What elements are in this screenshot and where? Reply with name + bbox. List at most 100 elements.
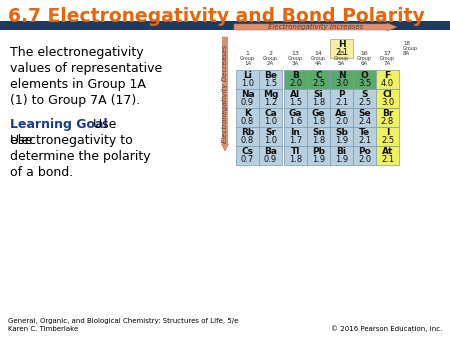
Bar xyxy=(307,127,330,146)
Text: 1.0: 1.0 xyxy=(264,136,277,145)
Text: 2.0: 2.0 xyxy=(289,79,302,88)
Text: K: K xyxy=(244,109,251,118)
Text: determine the polarity: determine the polarity xyxy=(10,150,151,163)
FancyArrow shape xyxy=(221,37,229,151)
Text: 15: 15 xyxy=(338,51,346,56)
Bar xyxy=(284,146,307,165)
Text: values of representative: values of representative xyxy=(10,62,162,75)
Text: Group: Group xyxy=(263,56,278,61)
Text: 1.9: 1.9 xyxy=(335,136,348,145)
Bar xyxy=(259,146,282,165)
Bar xyxy=(259,89,282,108)
Text: 3.5: 3.5 xyxy=(358,79,371,88)
Text: P: P xyxy=(338,90,345,99)
Text: 4A: 4A xyxy=(315,61,322,66)
Text: Ba: Ba xyxy=(264,147,277,156)
Text: 1.5: 1.5 xyxy=(289,98,302,107)
Bar xyxy=(284,108,307,127)
Text: 1.8: 1.8 xyxy=(289,155,302,164)
Text: 1.8: 1.8 xyxy=(312,117,325,126)
Text: O: O xyxy=(360,71,369,80)
Text: The electronegativity: The electronegativity xyxy=(10,46,144,59)
Bar xyxy=(353,70,376,89)
Text: 3.0: 3.0 xyxy=(381,98,394,107)
Text: Cs: Cs xyxy=(242,147,253,156)
Text: In: In xyxy=(291,128,301,137)
Text: 2.5: 2.5 xyxy=(381,136,394,145)
Text: Mg: Mg xyxy=(263,90,278,99)
Text: Pb: Pb xyxy=(312,147,325,156)
Bar xyxy=(330,89,353,108)
Text: N: N xyxy=(338,71,345,80)
Text: Si: Si xyxy=(314,90,323,99)
Text: B: B xyxy=(292,71,299,80)
Text: 5A: 5A xyxy=(338,61,345,66)
Text: 0.9: 0.9 xyxy=(264,155,277,164)
Text: 2.4: 2.4 xyxy=(358,117,371,126)
Bar xyxy=(353,127,376,146)
Text: Li: Li xyxy=(243,71,252,80)
Text: 1A: 1A xyxy=(244,61,251,66)
Bar xyxy=(376,108,399,127)
Bar xyxy=(236,127,259,146)
Text: Group: Group xyxy=(240,56,255,61)
Bar xyxy=(307,146,330,165)
Text: elements in Group 1A: elements in Group 1A xyxy=(10,78,146,91)
Bar xyxy=(284,89,307,108)
Text: Rb: Rb xyxy=(241,128,254,137)
Text: Group: Group xyxy=(311,56,326,61)
Text: S: S xyxy=(361,90,368,99)
Text: 2.0: 2.0 xyxy=(358,155,371,164)
Text: 1: 1 xyxy=(246,51,249,56)
Text: Te: Te xyxy=(359,128,370,137)
Text: Group: Group xyxy=(334,56,349,61)
Text: Na: Na xyxy=(241,90,254,99)
Bar xyxy=(330,127,353,146)
Bar xyxy=(376,146,399,165)
Text: Br: Br xyxy=(382,109,393,118)
Text: 1.8: 1.8 xyxy=(312,98,325,107)
Text: 1.8: 1.8 xyxy=(312,136,325,145)
Text: Ga: Ga xyxy=(289,109,302,118)
Bar xyxy=(376,127,399,146)
Text: 13: 13 xyxy=(292,51,299,56)
Bar xyxy=(236,108,259,127)
Text: 0.7: 0.7 xyxy=(241,155,254,164)
Bar xyxy=(353,108,376,127)
Text: 3A: 3A xyxy=(292,61,299,66)
Bar xyxy=(330,70,353,89)
Text: Cl: Cl xyxy=(382,90,392,99)
Text: General, Organic, and Biological Chemistry: Structures of Life, 5/e
Karen C. Tim: General, Organic, and Biological Chemist… xyxy=(8,318,238,332)
Bar xyxy=(307,70,330,89)
Text: 2.0: 2.0 xyxy=(335,117,348,126)
Text: 7A: 7A xyxy=(384,61,391,66)
Text: Po: Po xyxy=(358,147,371,156)
Text: F: F xyxy=(384,71,391,80)
Bar xyxy=(307,108,330,127)
Bar xyxy=(330,39,353,58)
Text: 8A: 8A xyxy=(403,51,410,56)
Bar xyxy=(284,70,307,89)
Text: 1.0: 1.0 xyxy=(241,79,254,88)
Text: Learning Goal: Learning Goal xyxy=(10,118,108,131)
Text: © 2016 Pearson Education, Inc.: © 2016 Pearson Education, Inc. xyxy=(331,325,442,332)
Bar xyxy=(236,146,259,165)
Text: 14: 14 xyxy=(315,51,323,56)
Text: Electronegativity Increases: Electronegativity Increases xyxy=(268,23,363,29)
Text: Be: Be xyxy=(264,71,277,80)
Text: 1.9: 1.9 xyxy=(312,155,325,164)
Text: Group: Group xyxy=(380,56,395,61)
Text: 2.1: 2.1 xyxy=(335,48,348,57)
Text: 1.5: 1.5 xyxy=(264,79,277,88)
Text: At: At xyxy=(382,147,393,156)
Text: 2: 2 xyxy=(269,51,273,56)
Text: 2.8: 2.8 xyxy=(381,117,394,126)
Text: I: I xyxy=(386,128,389,137)
Text: H: H xyxy=(338,40,345,49)
Text: 17: 17 xyxy=(383,51,392,56)
Text: of a bond.: of a bond. xyxy=(10,166,73,179)
Bar xyxy=(236,89,259,108)
Text: Group: Group xyxy=(288,56,303,61)
Text: Ge: Ge xyxy=(312,109,325,118)
Text: Sr: Sr xyxy=(265,128,276,137)
